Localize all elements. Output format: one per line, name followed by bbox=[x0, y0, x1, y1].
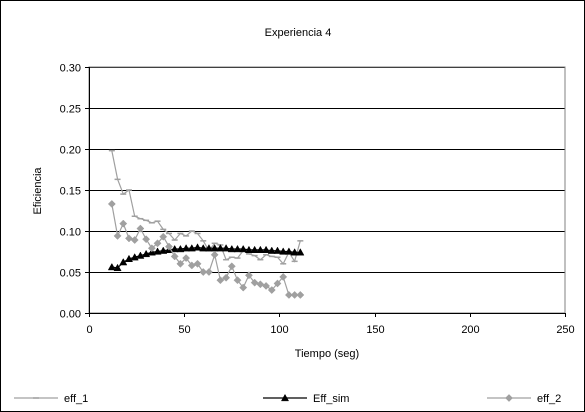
data-point-eff_2 bbox=[193, 259, 202, 268]
data-point-eff_2 bbox=[267, 286, 276, 294]
data-point-eff_2 bbox=[107, 199, 116, 208]
series-layer bbox=[107, 149, 305, 299]
legend-swatch-marker bbox=[505, 394, 513, 402]
data-point-eff_2 bbox=[147, 244, 156, 253]
y-tick-label: 0.00 bbox=[60, 309, 81, 321]
data-point-Eff_sim bbox=[176, 244, 185, 253]
data-point-Eff_sim bbox=[199, 244, 208, 252]
data-point-eff_2 bbox=[142, 235, 151, 244]
data-point-Eff_sim bbox=[136, 251, 145, 259]
data-point-Eff_sim bbox=[142, 249, 151, 258]
data-point-eff_2 bbox=[273, 279, 282, 288]
x-tick-label: 50 bbox=[178, 324, 190, 336]
data-point-Eff_sim bbox=[170, 244, 179, 253]
data-point-eff_2 bbox=[199, 268, 208, 276]
axes-layer: 0.00 0.05 0.10 0.15 0.20 0.25 0.30 0 50 100 150 200… bbox=[60, 63, 575, 337]
y-tick-label: 0.25 bbox=[60, 104, 81, 116]
data-point-Eff_sim bbox=[284, 247, 293, 255]
series-eff_1 bbox=[108, 149, 304, 265]
data-point-eff_2 bbox=[170, 252, 179, 261]
y-tick-label: 0.10 bbox=[60, 227, 81, 239]
data-point-Eff_sim bbox=[193, 243, 202, 251]
data-point-Eff_sim bbox=[216, 244, 225, 252]
data-point-Eff_sim bbox=[233, 244, 242, 253]
data-point-Eff_sim bbox=[113, 263, 122, 272]
legend: eff_1 Eff_sim eff_2 bbox=[14, 393, 561, 405]
data-point-Eff_sim bbox=[159, 246, 168, 254]
data-point-eff_2 bbox=[244, 271, 253, 280]
data-point-Eff_sim bbox=[107, 262, 116, 271]
data-point-eff_2 bbox=[125, 234, 133, 243]
legend-item-Eff_sim: Eff_sim bbox=[263, 393, 349, 405]
legend-item-eff_1: eff_1 bbox=[14, 393, 88, 405]
legend-swatch-marker bbox=[280, 393, 290, 402]
data-point-Eff_sim bbox=[124, 254, 134, 263]
data-point-eff_2 bbox=[165, 242, 173, 251]
data-point-Eff_sim bbox=[267, 246, 276, 254]
data-point-eff_2 bbox=[153, 239, 162, 248]
legend-label: eff_2 bbox=[537, 393, 561, 405]
data-point-eff_2 bbox=[290, 291, 299, 299]
data-point-eff_2 bbox=[204, 268, 213, 276]
data-point-eff_2 bbox=[256, 280, 265, 289]
legend-label: Eff_sim bbox=[313, 393, 349, 405]
data-point-eff_2 bbox=[113, 231, 122, 240]
data-point-eff_2 bbox=[239, 283, 248, 292]
data-point-eff_2 bbox=[279, 272, 288, 281]
data-point-eff_2 bbox=[216, 276, 225, 285]
data-point-Eff_sim bbox=[273, 246, 282, 254]
data-point-eff_2 bbox=[296, 291, 305, 299]
data-point-Eff_sim bbox=[227, 244, 236, 253]
data-point-Eff_sim bbox=[222, 244, 231, 252]
data-point-eff_2 bbox=[227, 262, 236, 271]
data-point-Eff_sim bbox=[187, 244, 196, 252]
series-line-eff_1 bbox=[111, 150, 301, 265]
y-tick-label: 0.20 bbox=[60, 145, 81, 157]
series-Eff_sim bbox=[107, 243, 305, 272]
data-point-eff_2 bbox=[159, 232, 168, 241]
data-point-Eff_sim bbox=[130, 253, 139, 261]
y-tick-label: 0.15 bbox=[60, 186, 81, 198]
data-point-Eff_sim bbox=[256, 245, 265, 253]
x-tick-label: 100 bbox=[270, 324, 288, 336]
data-point-eff_2 bbox=[136, 224, 145, 233]
legend-item-eff_2: eff_2 bbox=[487, 393, 561, 405]
data-point-Eff_sim bbox=[182, 244, 191, 252]
data-point-eff_2 bbox=[284, 291, 293, 299]
data-point-Eff_sim bbox=[279, 247, 288, 255]
data-point-Eff_sim bbox=[262, 245, 271, 253]
series-line-Eff_sim bbox=[111, 246, 301, 269]
data-point-Eff_sim bbox=[239, 244, 248, 253]
x-axis-title: Tiempo (seg) bbox=[295, 348, 359, 360]
data-point-Eff_sim bbox=[244, 245, 253, 253]
data-point-eff_2 bbox=[262, 281, 271, 290]
data-point-eff_2 bbox=[233, 276, 242, 285]
x-tick-label: 250 bbox=[556, 324, 574, 336]
data-point-eff_2 bbox=[182, 254, 191, 263]
data-point-Eff_sim bbox=[250, 245, 259, 253]
data-point-eff_2 bbox=[222, 273, 231, 282]
series-eff_2 bbox=[107, 199, 305, 299]
y-tick-label: 0.30 bbox=[60, 63, 81, 75]
data-point-Eff_sim bbox=[296, 248, 305, 256]
data-point-eff_2 bbox=[176, 259, 185, 268]
data-point-Eff_sim bbox=[119, 258, 128, 266]
data-point-eff_2 bbox=[130, 236, 139, 244]
data-point-eff_2 bbox=[119, 219, 128, 228]
data-point-eff_2 bbox=[210, 250, 219, 259]
y-axis-title: Eficiencia bbox=[32, 167, 44, 215]
data-point-Eff_sim bbox=[290, 248, 299, 256]
chart-title: Experiencia 4 bbox=[265, 27, 332, 39]
data-point-Eff_sim bbox=[204, 244, 213, 252]
y-tick-label: 0.05 bbox=[60, 268, 81, 280]
x-tick-label: 200 bbox=[461, 324, 479, 336]
legend-label: eff_1 bbox=[64, 393, 88, 405]
x-tick-label: 150 bbox=[366, 324, 384, 336]
data-point-Eff_sim bbox=[153, 247, 162, 255]
x-tick-label: 0 bbox=[86, 324, 92, 336]
data-point-eff_2 bbox=[250, 278, 259, 287]
